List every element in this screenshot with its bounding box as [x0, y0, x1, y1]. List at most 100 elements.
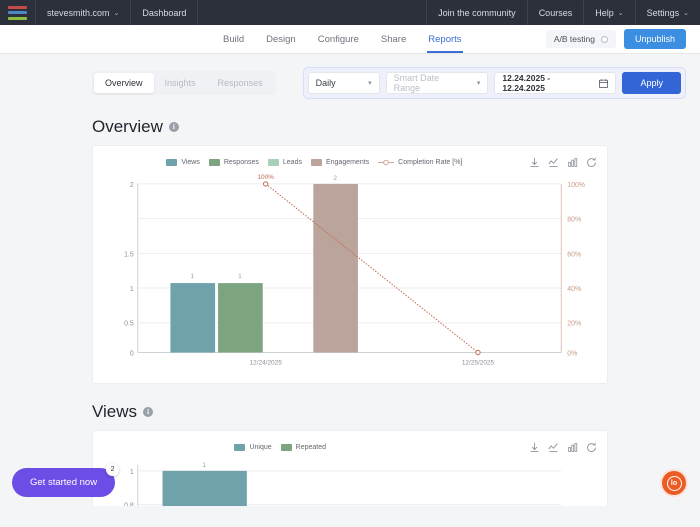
segment-responses[interactable]: Responses	[207, 73, 274, 93]
completion-rate-line	[265, 183, 479, 353]
info-icon[interactable]: i	[168, 122, 179, 132]
xtick-1: 12/24/2025	[250, 359, 283, 366]
info-icon[interactable]: i	[143, 407, 154, 418]
report-segment-group: Overview Insights Responses	[92, 71, 276, 95]
legend-item-engagements[interactable]: Engagements	[310, 158, 370, 166]
report-scroll-area[interactable]: Overview Insights Responses Daily ▾ Smar…	[0, 54, 700, 506]
legend-item-repeated[interactable]: Repeated	[280, 443, 326, 451]
bar-label-views-1: 1	[190, 273, 194, 280]
views-ytick-1: 1	[130, 469, 134, 476]
chevron-down-icon: ▾	[476, 80, 481, 87]
download-icon[interactable]	[529, 442, 540, 453]
chart-type-icon[interactable]	[567, 157, 578, 168]
nav-tab-list: Build Design Configure Share Reports	[212, 25, 473, 53]
views-chart-card: Unique Repeated	[92, 430, 608, 506]
brand-logo-icon	[8, 5, 27, 20]
primary-nav: Build Design Configure Share Reports A/B…	[0, 25, 700, 54]
legend-swatch-repeated	[280, 443, 292, 451]
export-trend-icon[interactable]	[548, 442, 559, 453]
download-icon[interactable]	[529, 157, 540, 168]
brand-logo[interactable]	[0, 0, 36, 25]
tab-share[interactable]: Share	[370, 25, 417, 53]
overview-chart-header: Views Responses Leads Engagements	[103, 154, 597, 170]
chart-type-icon[interactable]	[567, 442, 578, 453]
legend-label-leads: Leads	[282, 158, 302, 166]
tab-share-label: Share	[380, 33, 407, 45]
dashboard-link[interactable]: Dashboard	[131, 0, 199, 25]
overview-chart-tools	[529, 157, 597, 168]
granularity-select[interactable]: Daily ▾	[307, 72, 380, 94]
support-chat-fab[interactable]: lo	[660, 469, 688, 497]
legend-item-views[interactable]: Views	[166, 158, 200, 166]
calendar-icon[interactable]	[599, 78, 609, 88]
date-controls-group: Daily ▾ Smart Date Range ▾ 12.24.2025 - …	[302, 67, 686, 99]
chevron-down-icon: ⌄	[683, 9, 689, 17]
top-bar-right: Join the community Courses Help ⌄ Settin…	[426, 0, 700, 25]
y2tick-20: 20%	[567, 321, 581, 328]
segment-overview[interactable]: Overview	[94, 73, 154, 93]
overview-chart-card: Views Responses Leads Engagements	[92, 145, 608, 385]
views-chart[interactable]: 1 0.8 1	[103, 455, 597, 506]
site-selector[interactable]: stevesmith.com ⌄	[36, 0, 132, 25]
y2tick-100: 100%	[567, 182, 585, 189]
overview-section-title: Overview i	[92, 117, 700, 137]
legend-label-responses: Responses	[223, 158, 259, 166]
refresh-icon[interactable]	[586, 157, 597, 168]
legend-item-leads[interactable]: Leads	[267, 158, 302, 166]
legend-swatch-leads	[267, 158, 279, 166]
top-bar-left: stevesmith.com ⌄ Dashboard	[0, 0, 199, 25]
completion-rate-point-1	[263, 181, 269, 187]
join-community-link[interactable]: Join the community	[426, 0, 527, 25]
courses-label: Courses	[538, 7, 573, 18]
chevron-down-icon: ▾	[368, 80, 372, 87]
tab-build[interactable]: Build	[212, 25, 255, 53]
tab-configure[interactable]: Configure	[307, 25, 370, 53]
date-range-input[interactable]: 12.24.2025 - 12.24.2025	[494, 72, 617, 94]
legend-label-unique: Unique	[249, 443, 272, 451]
overview-chart[interactable]: 0 0.5 1 1.5 2 0% 20% 40% 60% 80% 100%	[103, 170, 597, 373]
ab-testing-label: A/B testing	[553, 34, 595, 44]
ytick-1: 1	[130, 286, 134, 293]
legend-item-completion-rate[interactable]: Completion Rate [%]	[378, 159, 462, 166]
legend-label-engagements: Engagements	[325, 158, 370, 166]
legend-label-views: Views	[181, 158, 200, 166]
legend-swatch-views	[166, 158, 178, 166]
bar-unique-1	[162, 471, 247, 506]
unpublish-button[interactable]: Unpublish	[623, 29, 686, 49]
legend-swatch-completion-rate	[378, 159, 395, 166]
tab-reports[interactable]: Reports	[417, 25, 472, 53]
toggle-circle-icon[interactable]	[600, 35, 608, 43]
date-range-value: 12.24.2025 - 12.24.2025	[502, 73, 551, 93]
segment-overview-label: Overview	[105, 78, 143, 88]
report-filter-bar: Overview Insights Responses Daily ▾ Smar…	[0, 67, 700, 99]
tab-design-label: Design	[266, 33, 296, 45]
views-chart-header: Unique Repeated	[103, 439, 597, 455]
tab-reports-label: Reports	[428, 33, 462, 45]
ytick-0: 0	[130, 350, 134, 357]
bar-label-responses-1: 1	[238, 273, 242, 280]
help-menu[interactable]: Help ⌄	[583, 0, 634, 25]
export-trend-icon[interactable]	[548, 157, 559, 168]
apply-button[interactable]: Apply	[622, 72, 681, 94]
bar-views-1	[170, 283, 216, 353]
get-started-button[interactable]: Get started now 2	[12, 463, 120, 497]
completion-rate-point-2	[475, 349, 481, 356]
refresh-icon[interactable]	[586, 442, 597, 453]
smart-date-range-select[interactable]: Smart Date Range ▾	[385, 72, 489, 94]
legend-label-completion-rate: Completion Rate [%]	[398, 158, 463, 166]
legend-item-unique[interactable]: Unique	[234, 443, 272, 451]
legend-swatch-responses	[208, 158, 220, 166]
views-chart-tools	[529, 442, 597, 453]
support-chat-icon: lo	[666, 475, 682, 491]
smart-date-range-placeholder: Smart Date Range	[393, 73, 440, 93]
xtick-2: 12/25/2025	[462, 359, 495, 366]
y2tick-80: 80%	[567, 217, 581, 224]
legend-item-responses[interactable]: Responses	[208, 158, 259, 166]
segment-insights[interactable]: Insights	[154, 73, 207, 93]
settings-menu[interactable]: Settings ⌄	[634, 0, 700, 25]
tab-design[interactable]: Design	[255, 25, 307, 53]
bar-responses-1	[218, 283, 263, 353]
help-label: Help	[595, 7, 614, 18]
courses-link[interactable]: Courses	[526, 0, 584, 25]
ab-testing-toggle[interactable]: A/B testing	[545, 30, 616, 48]
